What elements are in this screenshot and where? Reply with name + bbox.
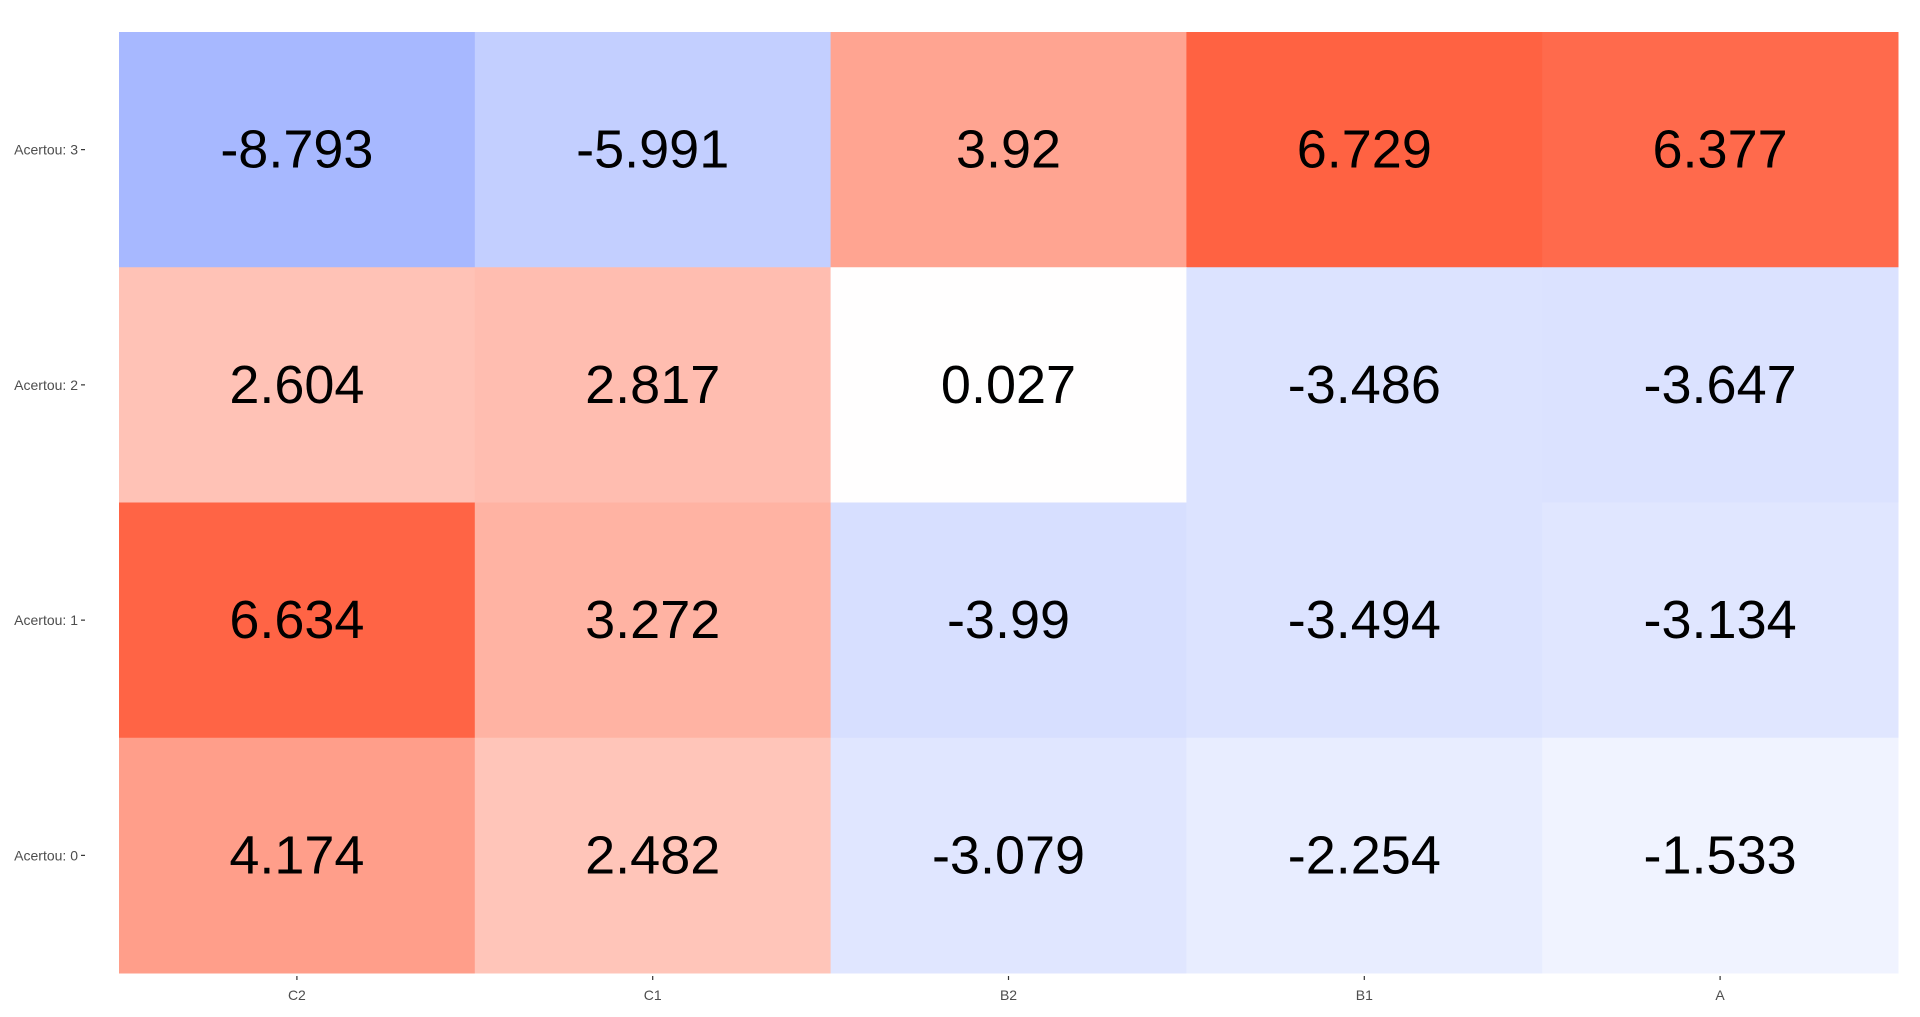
cell-value-label: -8.793: [220, 120, 373, 180]
x-axis: C2 C1 B2 B1 A: [288, 976, 1725, 1003]
cell-value-label: 4.174: [229, 825, 364, 885]
heatmap-cell: [830, 737, 1187, 974]
cell-value-label: 6.377: [1653, 120, 1788, 180]
x-tick-label: C1: [644, 987, 662, 1003]
heatmap-cell: [1186, 502, 1543, 739]
cell-value-label: -5.991: [576, 120, 729, 180]
cell-value-label: 2.482: [585, 825, 720, 885]
cell-value-label: -1.533: [1644, 825, 1797, 885]
cell-value-label: 2.817: [585, 355, 720, 415]
y-tick-label: Acertou: 3: [14, 142, 78, 158]
cell-value-label: -2.254: [1288, 825, 1441, 885]
heatmap-cell: [474, 32, 832, 268]
heatmap-cell: [119, 737, 476, 974]
heatmap-cell: [1542, 32, 1899, 268]
heatmap-cell: [1542, 267, 1899, 503]
heatmap-cell: [830, 267, 1187, 503]
heatmap-cell: [474, 502, 832, 739]
heatmap-cell: [1542, 502, 1899, 739]
x-tick-label: B1: [1356, 987, 1373, 1003]
cell-value-label: 6.729: [1297, 120, 1432, 180]
heatmap-cell-labels: -8.793 -5.991 3.92 6.729 6.377 2.604 2.817 0.02…: [220, 120, 1796, 886]
cell-value-label: 6.634: [229, 590, 364, 650]
heatmap-cell: [119, 32, 476, 268]
cell-value-label: -3.99: [947, 590, 1070, 650]
x-tick-label: A: [1715, 987, 1725, 1003]
x-tick-label: C2: [288, 987, 306, 1003]
y-tick-label: Acertou: 2: [14, 377, 78, 393]
heatmap-cell: [1186, 737, 1543, 974]
heatmap-cell: [474, 267, 832, 503]
cell-value-label: 3.92: [956, 120, 1061, 180]
heatmap-cell: [1186, 32, 1543, 268]
cell-value-label: -3.494: [1288, 590, 1441, 650]
cell-value-label: -3.647: [1644, 355, 1797, 415]
heatmap-cell: [1542, 737, 1899, 974]
cell-value-label: -3.134: [1644, 590, 1797, 650]
x-tick-label: B2: [1000, 987, 1017, 1003]
heatmap-cell: [1186, 267, 1543, 503]
cell-value-label: 2.604: [229, 355, 364, 415]
heatmap-cell: [830, 502, 1187, 739]
cell-value-label: -3.486: [1288, 355, 1441, 415]
heatmap-cell: [119, 502, 476, 739]
y-tick-label: Acertou: 0: [14, 847, 78, 863]
heatmap-cell: [119, 267, 476, 503]
cell-value-label: 3.272: [585, 590, 720, 650]
cell-value-label: -3.079: [932, 825, 1085, 885]
heatmap-cells: [119, 32, 1899, 974]
y-axis: Acertou: 3 Acertou: 2 Acertou: 1 Acertou: 0: [14, 142, 85, 863]
y-tick-label: Acertou: 1: [14, 612, 78, 628]
heatmap-cell: [474, 737, 832, 974]
cell-value-label: 0.027: [941, 355, 1076, 415]
heatmap-cell: [830, 32, 1187, 268]
